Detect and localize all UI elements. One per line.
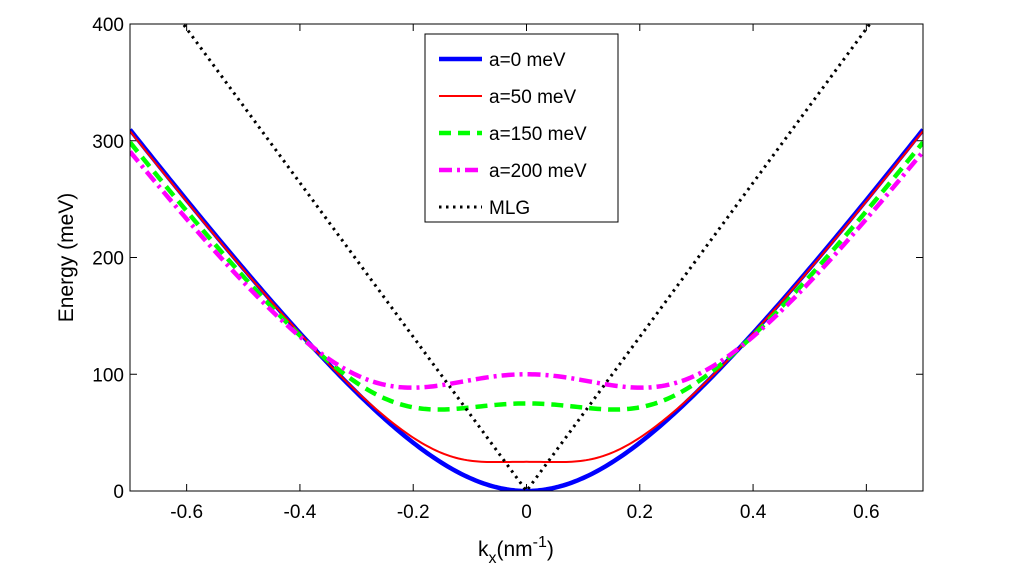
x-tick-label: 0 <box>521 502 532 523</box>
x-axis-title-unit-open: (nm <box>497 538 533 561</box>
x-axis-title: kx(nm-1) <box>478 534 554 567</box>
legend-label: MLG <box>489 198 530 219</box>
y-tick-label: 300 <box>92 132 124 153</box>
y-tick-label: 100 <box>92 365 124 386</box>
legend-label: a=200 meV <box>489 161 587 182</box>
legend-label: a=50 meV <box>489 87 576 108</box>
x-axis-title-main: k <box>478 538 489 561</box>
series-line-a-200-mev <box>130 150 923 390</box>
legend: a=0 meV a=50 meV a=150 meV a=200 meV MLG <box>424 33 619 223</box>
plot-frame <box>129 23 924 492</box>
series-curves <box>130 24 923 491</box>
x-axis-title-subscript: x <box>489 550 497 567</box>
legend-box <box>424 33 619 223</box>
x-tick-label: 0.2 <box>627 502 653 523</box>
x-axis-title-unit-close: ) <box>547 538 554 561</box>
legend-label: a=0 meV <box>489 50 566 71</box>
x-tick-label: 0.6 <box>853 502 879 523</box>
y-tick-label: 200 <box>92 249 124 270</box>
x-tick-label: 0.4 <box>740 502 767 523</box>
legend-label: a=150 meV <box>489 124 587 145</box>
legend-items: a=0 meV a=50 meV a=150 meV a=200 meV MLG <box>439 50 587 219</box>
series-line-a-50-mev <box>130 130 923 464</box>
x-axis-title-superscript: -1 <box>533 534 547 551</box>
x-tick-label: -0.6 <box>170 502 203 523</box>
y-tick-label: 400 <box>92 15 124 36</box>
y-axis-title: Energy (meV) <box>55 193 78 323</box>
x-tick-label: -0.4 <box>284 502 317 523</box>
y-tick-label: 0 <box>113 482 124 503</box>
tick-labels: -0.6 -0.4 -0.2 0 0.2 0.4 0.6 0 100 200 300 400 <box>92 15 879 523</box>
x-tick-label: -0.2 <box>397 502 430 523</box>
